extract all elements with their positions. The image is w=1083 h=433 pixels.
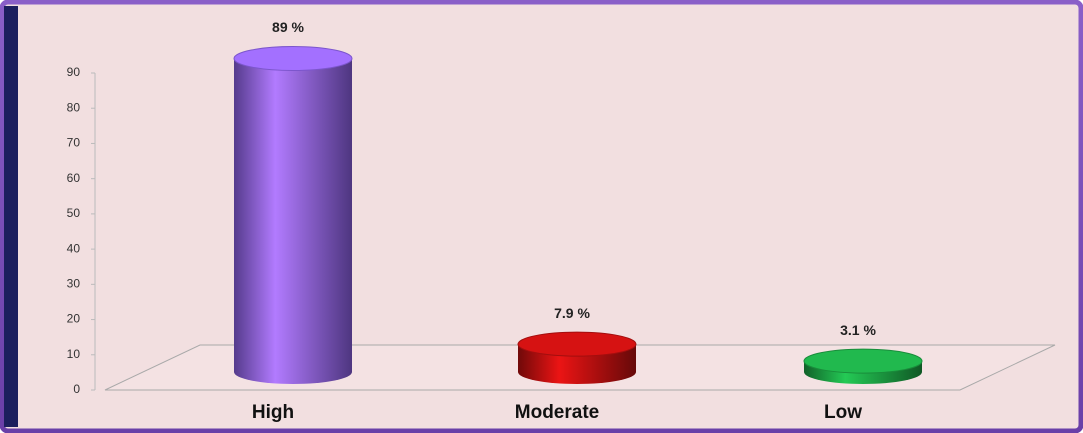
y-tick-label: 70	[67, 136, 81, 150]
x-tick-label: High	[252, 402, 294, 423]
cylinder-top	[517, 331, 637, 357]
x-tick-label: Low	[824, 402, 862, 423]
y-tick-label: 90	[67, 65, 81, 79]
y-tick-label: 30	[67, 277, 81, 291]
value-label: 7.9 %	[554, 305, 590, 321]
cylinder	[234, 58, 352, 385]
y-tick-label: 60	[67, 171, 81, 185]
value-label: 89 %	[272, 19, 304, 35]
side-band	[4, 6, 18, 427]
y-tick-label: 80	[67, 100, 81, 114]
value-label: 3.1 %	[840, 322, 876, 338]
cylinder-top	[803, 348, 923, 374]
y-tick-label: 50	[67, 206, 81, 220]
cylinder-top	[233, 46, 353, 72]
y-tick-label: 20	[67, 312, 81, 326]
y-tick-label: 0	[73, 382, 80, 396]
y-tick-label: 10	[67, 347, 81, 361]
y-tick-label: 40	[67, 241, 81, 255]
x-tick-label: Moderate	[515, 402, 599, 423]
